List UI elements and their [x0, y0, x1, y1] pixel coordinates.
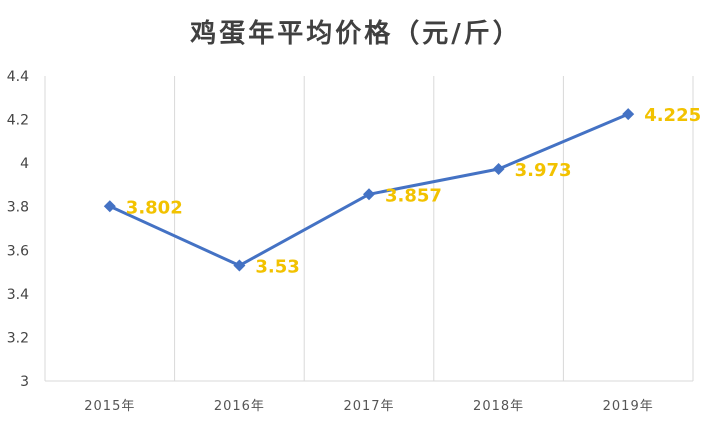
y-tick-label: 3.4 [7, 287, 29, 303]
data-label: 4.225 [644, 105, 701, 126]
x-tick-label: 2018年 [473, 399, 524, 414]
y-tick-label: 4 [20, 156, 29, 172]
y-tick-label: 4.2 [7, 113, 29, 129]
data-label: 3.802 [126, 197, 183, 218]
x-tick-label: 2016年 [214, 399, 265, 414]
data-point-marker [492, 163, 505, 176]
data-point-marker [363, 188, 375, 201]
data-point-marker [103, 200, 116, 213]
y-tick-label: 3 [20, 374, 29, 390]
axis-layer: 3 3.2 3.4 3.6 3.8 4 4.2 4.4 2015年 2016年 2017年 2018年… [7, 69, 693, 414]
data-label: 3.973 [515, 160, 572, 181]
chart-title: 鸡蛋年平均价格（元/斤） [189, 18, 522, 49]
x-tick-label: 2017年 [343, 399, 394, 414]
y-tick-label: 3.2 [7, 330, 29, 346]
data-point-marker [233, 259, 246, 272]
series-layer [103, 108, 635, 272]
label-layer: 3.802 3.53 3.857 3.973 4.225 [126, 105, 701, 277]
y-tick-label: 4.4 [7, 69, 29, 85]
y-tick-label: 3.8 [7, 200, 29, 216]
x-tick-label: 2019年 [603, 399, 654, 414]
data-point-marker [622, 108, 635, 121]
grid-layer [44, 76, 694, 381]
y-tick-label: 3.6 [7, 243, 29, 259]
data-label: 3.53 [255, 257, 299, 278]
x-tick-label: 2015年 [84, 399, 135, 414]
data-label: 3.857 [385, 185, 442, 206]
